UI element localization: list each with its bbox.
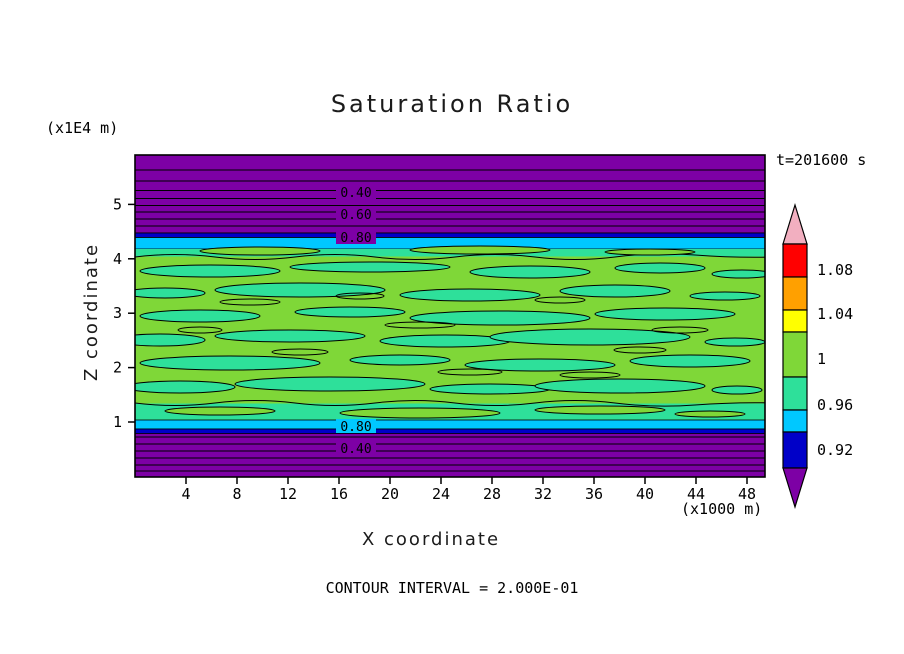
band-darkblue-top bbox=[135, 232, 765, 238]
green-patches bbox=[164, 245, 746, 419]
x-tick-label: 28 bbox=[483, 485, 501, 503]
contour-lines-bottom bbox=[135, 436, 765, 472]
colorbar-label: 1.08 bbox=[817, 261, 853, 279]
contour-label: 0.60 bbox=[340, 208, 371, 223]
page-title: Saturation Ratio bbox=[331, 90, 573, 118]
small-contour-loops bbox=[177, 292, 709, 379]
z-tick-label: 1 bbox=[113, 413, 122, 431]
z-tick-label: 3 bbox=[113, 304, 122, 322]
colorbar-seg-cyan bbox=[782, 409, 808, 433]
z-tick-label: 4 bbox=[113, 250, 122, 268]
colorbar-seg-yellow bbox=[782, 309, 808, 333]
x-tick-label: 48 bbox=[738, 485, 756, 503]
colorbar-seg-red bbox=[782, 243, 808, 278]
contour-value-labels-bottom: 0.80 0.40 bbox=[336, 419, 376, 457]
contour-interval-note: CONTOUR INTERVAL = 2.000E-01 bbox=[326, 579, 579, 597]
contour-label: 0.80 bbox=[340, 231, 371, 246]
x-tick-label: 12 bbox=[279, 485, 297, 503]
contour-field: 0.40 0.60 0.80 0.80 0.40 bbox=[135, 155, 765, 477]
x-tick-label: 44 bbox=[687, 485, 705, 503]
band-cyan-bottom bbox=[135, 419, 765, 430]
x-tick-label: 8 bbox=[232, 485, 241, 503]
z-tick-label: 5 bbox=[113, 195, 122, 213]
colorbar-label: 1 bbox=[817, 350, 826, 368]
colorbar-seg-springgreen bbox=[782, 376, 808, 411]
colorbar: 1.08 1.04 1 0.96 0.92 bbox=[782, 202, 853, 510]
colorbar-label: 0.96 bbox=[817, 396, 853, 414]
x-tick-label: 16 bbox=[330, 485, 348, 503]
z-axis-units-label: (x1E4 m) bbox=[46, 119, 118, 137]
z-axis: 1 2 3 4 5 bbox=[113, 195, 135, 431]
x-tick-label: 36 bbox=[585, 485, 603, 503]
z-tick-label: 2 bbox=[113, 359, 122, 377]
z-axis-title: Z coordinate bbox=[81, 243, 102, 381]
timestamp-label: t=201600 s bbox=[776, 151, 866, 169]
teal-streaks bbox=[135, 261, 765, 395]
band-darkblue-bottom bbox=[135, 428, 765, 434]
x-axis-title: X coordinate bbox=[362, 529, 500, 550]
colorbar-arrow-top bbox=[782, 202, 808, 245]
cloud-layer-greenyellow bbox=[135, 256, 765, 404]
colorbar-label: 1.04 bbox=[817, 305, 853, 323]
plot-frame bbox=[134, 154, 766, 478]
colorbar-seg-darkblue bbox=[782, 431, 808, 469]
colorbar-label: 0.92 bbox=[817, 441, 853, 459]
colorbar-seg-orange bbox=[782, 276, 808, 311]
contour-label: 0.80 bbox=[340, 420, 371, 435]
x-tick-label: 24 bbox=[432, 485, 450, 503]
x-tick-label: 4 bbox=[181, 485, 190, 503]
x-tick-label: 40 bbox=[636, 485, 654, 503]
x-tick-label: 32 bbox=[534, 485, 552, 503]
contour-label: 0.40 bbox=[340, 186, 371, 201]
x-axis-units-label: (x1000 m) bbox=[681, 500, 762, 518]
contour-label: 0.40 bbox=[340, 442, 371, 457]
cloud-bottom-contour bbox=[135, 400, 765, 407]
x-axis: 4 8 12 16 20 24 28 32 36 40 44 48 bbox=[181, 477, 756, 503]
colorbar-seg-greenyellow bbox=[782, 331, 808, 378]
x-tick-label: 20 bbox=[381, 485, 399, 503]
colorbar-arrow-bottom bbox=[782, 467, 808, 510]
contour-value-labels-top: 0.40 0.60 0.80 bbox=[336, 185, 376, 246]
